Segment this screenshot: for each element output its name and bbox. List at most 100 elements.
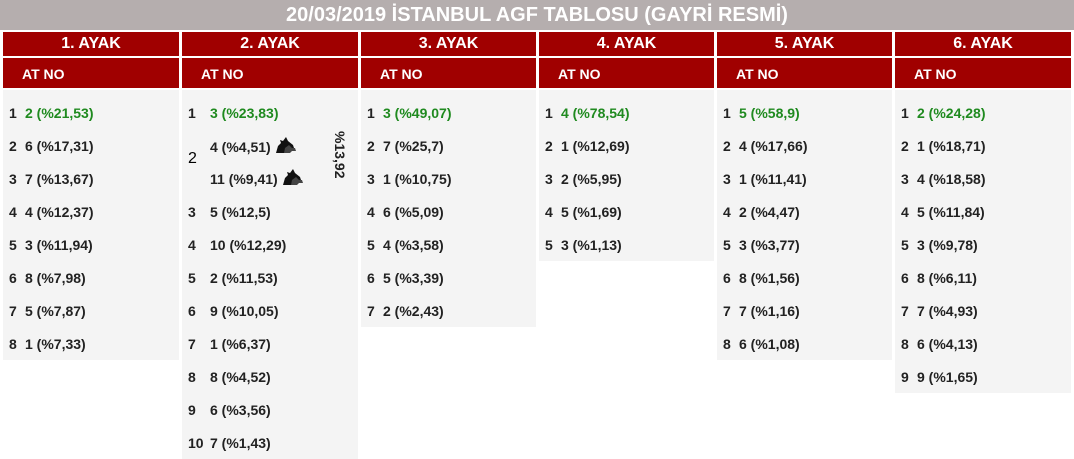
- list-item: 2 6 (%17,31): [3, 129, 179, 162]
- coupled-horse: 4 (%4,51): [210, 136, 297, 157]
- page-title: 20/03/2019 İSTANBUL AGF TABLOSU (GAYRİ R…: [0, 0, 1074, 30]
- list-item: 1 3 (%23,83): [182, 96, 358, 129]
- leg-column: 4. AYAK AT NO 1 4 (%78,54) 2 1 (%12,69) 3 2 (%5…: [539, 32, 714, 261]
- leg-header: 5. AYAK: [717, 32, 892, 56]
- horse-value: 9 (%10,05): [210, 302, 279, 319]
- leg-header: 3. AYAK: [361, 32, 536, 56]
- list-item: 1 5 (%58,9): [717, 96, 892, 129]
- list-item: 4 5 (%11,84): [895, 195, 1071, 228]
- horse-value: 1 (%6,37): [210, 335, 271, 352]
- horse-value: 7 (%13,67): [25, 170, 94, 187]
- list-item: 1 3 (%49,07): [361, 96, 536, 129]
- leg-rows: 1 3 (%23,83) 2 4 (%4,51) 11 (%9,41) %13,92 3 5 …: [182, 90, 358, 459]
- horse-value: 7 (%1,43): [210, 434, 271, 451]
- leg-column: 2. AYAK AT NO 1 3 (%23,83) 2 4 (%4,51) 11 (%9,…: [182, 32, 358, 459]
- rank-label: 4: [367, 203, 375, 220]
- horse-value: 2 (%2,43): [383, 302, 444, 319]
- list-item: 4 2 (%4,47): [717, 195, 892, 228]
- horse-value: 8 (%7,98): [25, 269, 86, 286]
- horse-value: 2 (%4,47): [739, 203, 800, 220]
- horse-value: 4 (%3,58): [383, 236, 444, 253]
- rank-label: 8: [188, 368, 196, 385]
- rank-label: 1: [901, 104, 909, 121]
- horse-value: 5 (%58,9): [739, 104, 800, 121]
- horse-value: 6 (%3,56): [210, 401, 271, 418]
- rank-label: 5: [367, 236, 375, 253]
- list-item: 2 1 (%12,69): [539, 129, 714, 162]
- horse-value: 3 (%9,78): [917, 236, 978, 253]
- at-no-header: AT NO: [895, 58, 1071, 90]
- leg-column: 1. AYAK AT NO 1 2 (%21,53) 2 6 (%17,31) 3 7 (%1…: [3, 32, 179, 360]
- horse-value: 5 (%11,84): [917, 203, 985, 220]
- at-no-header: AT NO: [3, 58, 179, 90]
- list-item: 1 2 (%24,28): [895, 96, 1071, 129]
- rank-label: 7: [901, 302, 909, 319]
- rank-label: 3: [723, 170, 731, 187]
- rank-label: 3: [188, 203, 196, 220]
- rank-label: 2: [901, 137, 909, 154]
- horse-value: 3 (%49,07): [383, 104, 452, 121]
- rank-label: 1: [188, 104, 196, 121]
- rank-label: 3: [367, 170, 375, 187]
- leg-column: 3. AYAK AT NO 1 3 (%49,07) 2 7 (%25,7) 3 1 (%10…: [361, 32, 536, 327]
- list-item: 7 7 (%1,16): [717, 294, 892, 327]
- rank-label: 7: [367, 302, 375, 319]
- list-item: 2 7 (%25,7): [361, 129, 536, 162]
- horse-value: 4 (%4,51): [210, 138, 271, 155]
- list-item: 6 8 (%1,56): [717, 261, 892, 294]
- list-item: 3 5 (%12,5): [182, 195, 358, 228]
- horse-value: 6 (%5,09): [383, 203, 444, 220]
- rank-label: 4: [545, 203, 553, 220]
- list-item: 3 1 (%11,41): [717, 162, 892, 195]
- rank-label: 1: [545, 104, 553, 121]
- rank-label: 6: [188, 302, 196, 319]
- horse-value: 3 (%11,94): [25, 236, 93, 253]
- leg-header: 4. AYAK: [539, 32, 714, 56]
- list-item: 6 5 (%3,39): [361, 261, 536, 294]
- horse-value: 1 (%7,33): [25, 335, 86, 352]
- horse-value: 9 (%1,65): [917, 368, 978, 385]
- list-item: 4 5 (%1,69): [539, 195, 714, 228]
- list-item: 8 6 (%1,08): [717, 327, 892, 360]
- coupled-percent: %13,92: [332, 131, 348, 179]
- rank-label: 2: [545, 137, 553, 154]
- list-item: 5 3 (%11,94): [3, 228, 179, 261]
- coupled-horse: 11 (%9,41): [210, 168, 304, 189]
- horse-value: 3 (%1,13): [561, 236, 622, 253]
- coupled-row: 2 4 (%4,51) 11 (%9,41) %13,92: [182, 129, 358, 195]
- list-item: 4 10 (%12,29): [182, 228, 358, 261]
- horse-head-icon: [271, 136, 297, 157]
- horse-value: 5 (%3,39): [383, 269, 444, 286]
- rank-label: 10: [188, 434, 204, 451]
- rank-label: 5: [901, 236, 909, 253]
- horse-value: 1 (%11,41): [739, 170, 807, 187]
- horse-value: 2 (%24,28): [917, 104, 986, 121]
- rank-label: 4: [9, 203, 17, 220]
- rank-label: 4: [188, 236, 196, 253]
- leg-rows: 1 2 (%21,53) 2 6 (%17,31) 3 7 (%13,67) 4 4 (%12…: [3, 90, 179, 360]
- horse-value: 6 (%1,08): [739, 335, 800, 352]
- rank-label: 3: [545, 170, 553, 187]
- leg-header: 1. AYAK: [3, 32, 179, 56]
- horse-value: 1 (%10,75): [383, 170, 452, 187]
- rank-label: 1: [9, 104, 17, 121]
- horse-value: 4 (%12,37): [25, 203, 94, 220]
- rank-label: 4: [901, 203, 909, 220]
- leg-header: 2. AYAK: [182, 32, 358, 56]
- list-item: 6 8 (%6,11): [895, 261, 1071, 294]
- rank-label: 8: [9, 335, 17, 352]
- rank-label: 8: [901, 335, 909, 352]
- horse-value: 5 (%7,87): [25, 302, 86, 319]
- horse-value: 8 (%4,52): [210, 368, 271, 385]
- horse-value: 4 (%78,54): [561, 104, 630, 121]
- horse-value: 3 (%3,77): [739, 236, 800, 253]
- rank-label: 6: [723, 269, 731, 286]
- list-item: 3 4 (%18,58): [895, 162, 1071, 195]
- rank-label: 3: [901, 170, 909, 187]
- rank-label: 3: [9, 170, 17, 187]
- rank-label: 6: [367, 269, 375, 286]
- leg-column: 5. AYAK AT NO 1 5 (%58,9) 2 4 (%17,66) 3 1 (%11…: [717, 32, 892, 360]
- rank-label: 5: [188, 269, 196, 286]
- list-item: 5 2 (%11,53): [182, 261, 358, 294]
- list-item: 5 3 (%9,78): [895, 228, 1071, 261]
